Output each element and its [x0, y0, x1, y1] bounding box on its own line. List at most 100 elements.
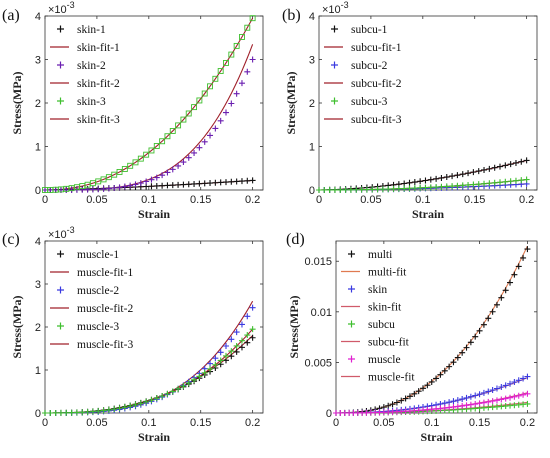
data-point: [395, 185, 402, 192]
data-point: [524, 390, 531, 397]
legend-swatch-marker: [331, 25, 338, 33]
data-point: [164, 390, 171, 397]
data-point: [244, 68, 251, 75]
legend-swatch-marker: [348, 355, 355, 363]
data-point: [212, 179, 219, 186]
legend-label: muscle-fit: [368, 372, 415, 384]
data-point: [223, 179, 230, 186]
legend-swatch-marker: [348, 285, 355, 293]
data-point: [475, 181, 482, 188]
data-point: [148, 397, 155, 404]
data-point: [185, 380, 192, 387]
data-point: [331, 186, 338, 193]
data-point: [148, 147, 155, 154]
data-point: [454, 397, 461, 404]
data-point: [450, 398, 457, 405]
data-point: [379, 186, 386, 193]
data-point: [132, 181, 139, 188]
x-tick-label: 0.05: [86, 194, 107, 206]
data-point: [480, 321, 487, 328]
data-point: [524, 246, 531, 253]
data-point: [196, 97, 203, 104]
x-tick-label: 0.15: [190, 194, 211, 206]
data-point: [201, 180, 208, 187]
data-point: [406, 185, 413, 192]
y-tick-label: 3: [35, 279, 41, 291]
data-point: [212, 125, 219, 132]
x-tick-label: 0: [42, 417, 48, 429]
data-point: [507, 178, 514, 185]
x-tick-label: 0: [316, 194, 322, 206]
data-point: [476, 391, 483, 398]
data-point: [175, 162, 182, 169]
data-point: [476, 327, 483, 334]
data-point: [422, 177, 429, 184]
legend-label: skin-fit-1: [77, 42, 120, 54]
data-point: [420, 385, 427, 392]
data-point: [480, 399, 487, 406]
data-point: [207, 365, 214, 372]
legend-label: skin-fit: [368, 302, 402, 314]
series-muscle-1: [42, 334, 256, 416]
y-axis-label: Stress(MPa): [287, 295, 301, 358]
legend-item: muscle: [348, 354, 401, 366]
data-point: [342, 186, 349, 193]
legend-label: muscle-fit-3: [77, 339, 133, 351]
legend-label: subcu-fit-3: [351, 114, 402, 126]
data-point: [485, 388, 492, 395]
data-point: [476, 400, 483, 407]
data-point: [233, 329, 240, 336]
data-point: [502, 162, 509, 169]
y-tick-label: 0.005: [304, 357, 332, 369]
legend-item: skin-3: [57, 96, 106, 108]
data-point: [424, 382, 431, 389]
data-point: [180, 383, 187, 390]
data-point: [175, 385, 182, 392]
x-tick-label: 0.05: [86, 417, 107, 429]
data-point: [201, 369, 208, 376]
data-point: [239, 34, 245, 40]
data-point: [385, 402, 392, 409]
data-point: [358, 186, 365, 193]
data-point: [207, 360, 214, 367]
legend-swatch-marker: [331, 97, 338, 105]
data-point: [491, 164, 498, 171]
data-point: [515, 377, 522, 384]
data-point: [121, 404, 128, 411]
data-point: [498, 396, 505, 403]
legend-label: multi: [368, 249, 392, 261]
data-point: [249, 326, 256, 333]
data-point: [228, 100, 235, 107]
panel-label: (d): [286, 231, 305, 248]
data-point: [153, 182, 160, 189]
data-point: [217, 117, 224, 124]
data-point: [127, 182, 134, 189]
data-point: [180, 159, 187, 166]
data-point: [428, 378, 435, 385]
data-point: [223, 352, 230, 359]
data-point: [489, 398, 496, 405]
data-point: [489, 308, 496, 315]
data-point: [212, 361, 219, 368]
data-point: [228, 336, 235, 343]
data-point: [353, 186, 360, 193]
legend-swatch-marker: [57, 97, 64, 105]
data-point: [459, 349, 466, 356]
legend-swatch-marker: [57, 250, 64, 258]
legend-label: muscle-2: [77, 285, 119, 297]
data-point: [441, 367, 448, 374]
y-tick-label: 0.015: [304, 256, 332, 268]
y-tick-label: 0: [326, 408, 332, 420]
y-exponent-label: ×10-3: [322, 0, 349, 16]
data-point: [233, 42, 240, 49]
data-point: [196, 373, 203, 380]
data-point: [249, 56, 256, 63]
data-point: [437, 371, 444, 378]
data-point: [63, 409, 70, 416]
data-point: [389, 401, 396, 408]
series-muscle: [333, 390, 531, 416]
data-point: [467, 401, 474, 408]
data-point: [233, 342, 240, 349]
legend-item: skin-fit: [341, 302, 402, 314]
data-point: [454, 403, 461, 410]
